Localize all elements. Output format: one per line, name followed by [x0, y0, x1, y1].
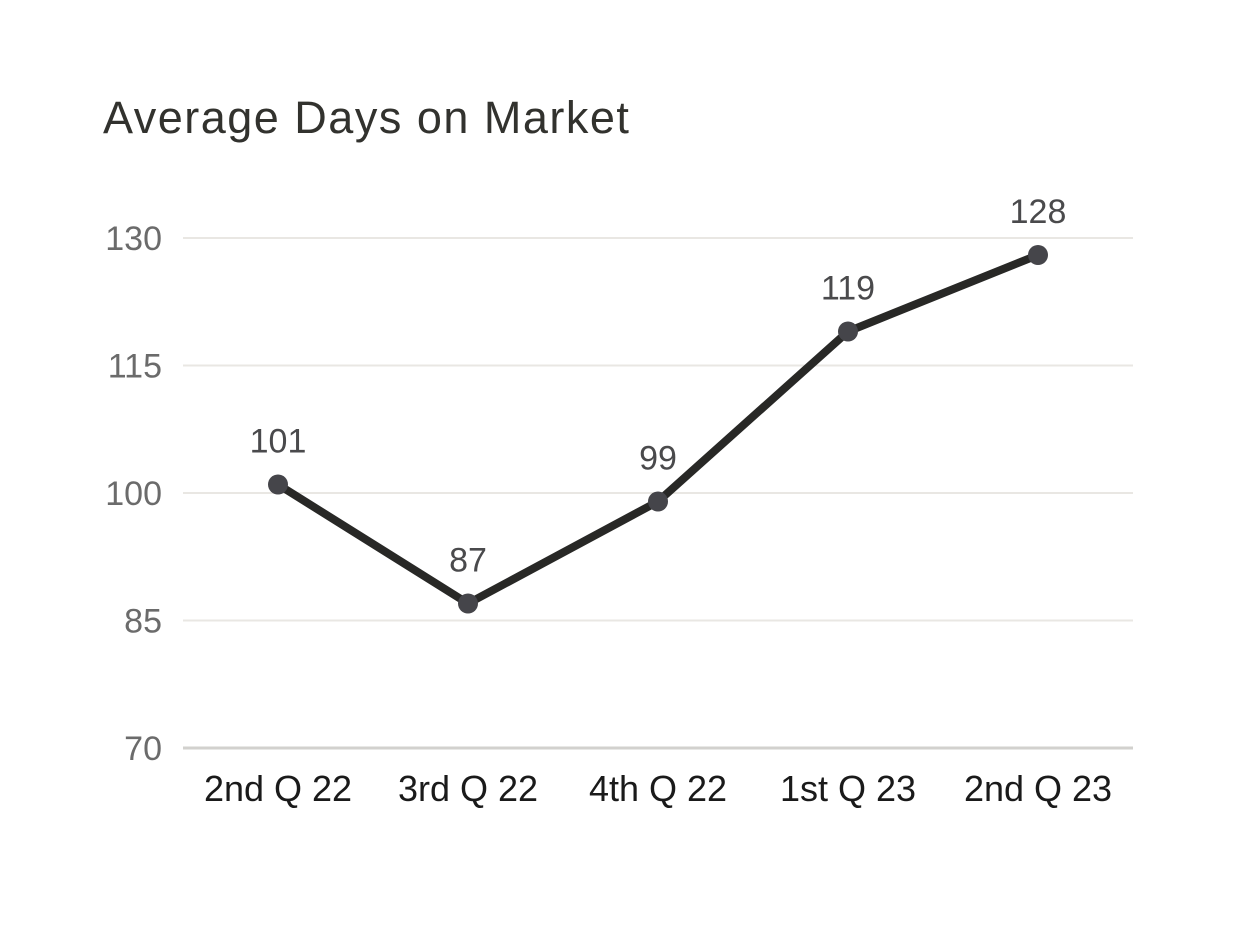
data-point-marker [1028, 245, 1048, 265]
x-tick-label: 2nd Q 23 [964, 768, 1112, 809]
data-point-label: 119 [821, 270, 875, 308]
series-line [274, 251, 1042, 608]
data-point-marker [648, 491, 668, 512]
y-tick-label: 70 [124, 730, 162, 768]
x-tick-label: 3rd Q 22 [398, 768, 538, 809]
x-tick-label: 1st Q 23 [780, 768, 916, 809]
x-tick-label: 4th Q 22 [589, 768, 727, 809]
x-tick-label: 2nd Q 22 [204, 768, 352, 809]
data-point-label: 101 [250, 423, 307, 461]
data-point-label: 87 [449, 542, 487, 580]
y-tick-label: 130 [105, 220, 162, 258]
data-point-marker [458, 593, 478, 614]
chart-title: Average Days on Market [103, 92, 631, 143]
data-point-marker [268, 474, 288, 495]
y-tick-label: 100 [105, 475, 162, 513]
y-tick-label: 115 [108, 348, 162, 386]
y-tick-label: 85 [124, 603, 162, 641]
data-point-marker [838, 321, 858, 342]
data-point-label: 128 [1010, 193, 1067, 231]
data-point-label: 99 [639, 440, 677, 478]
